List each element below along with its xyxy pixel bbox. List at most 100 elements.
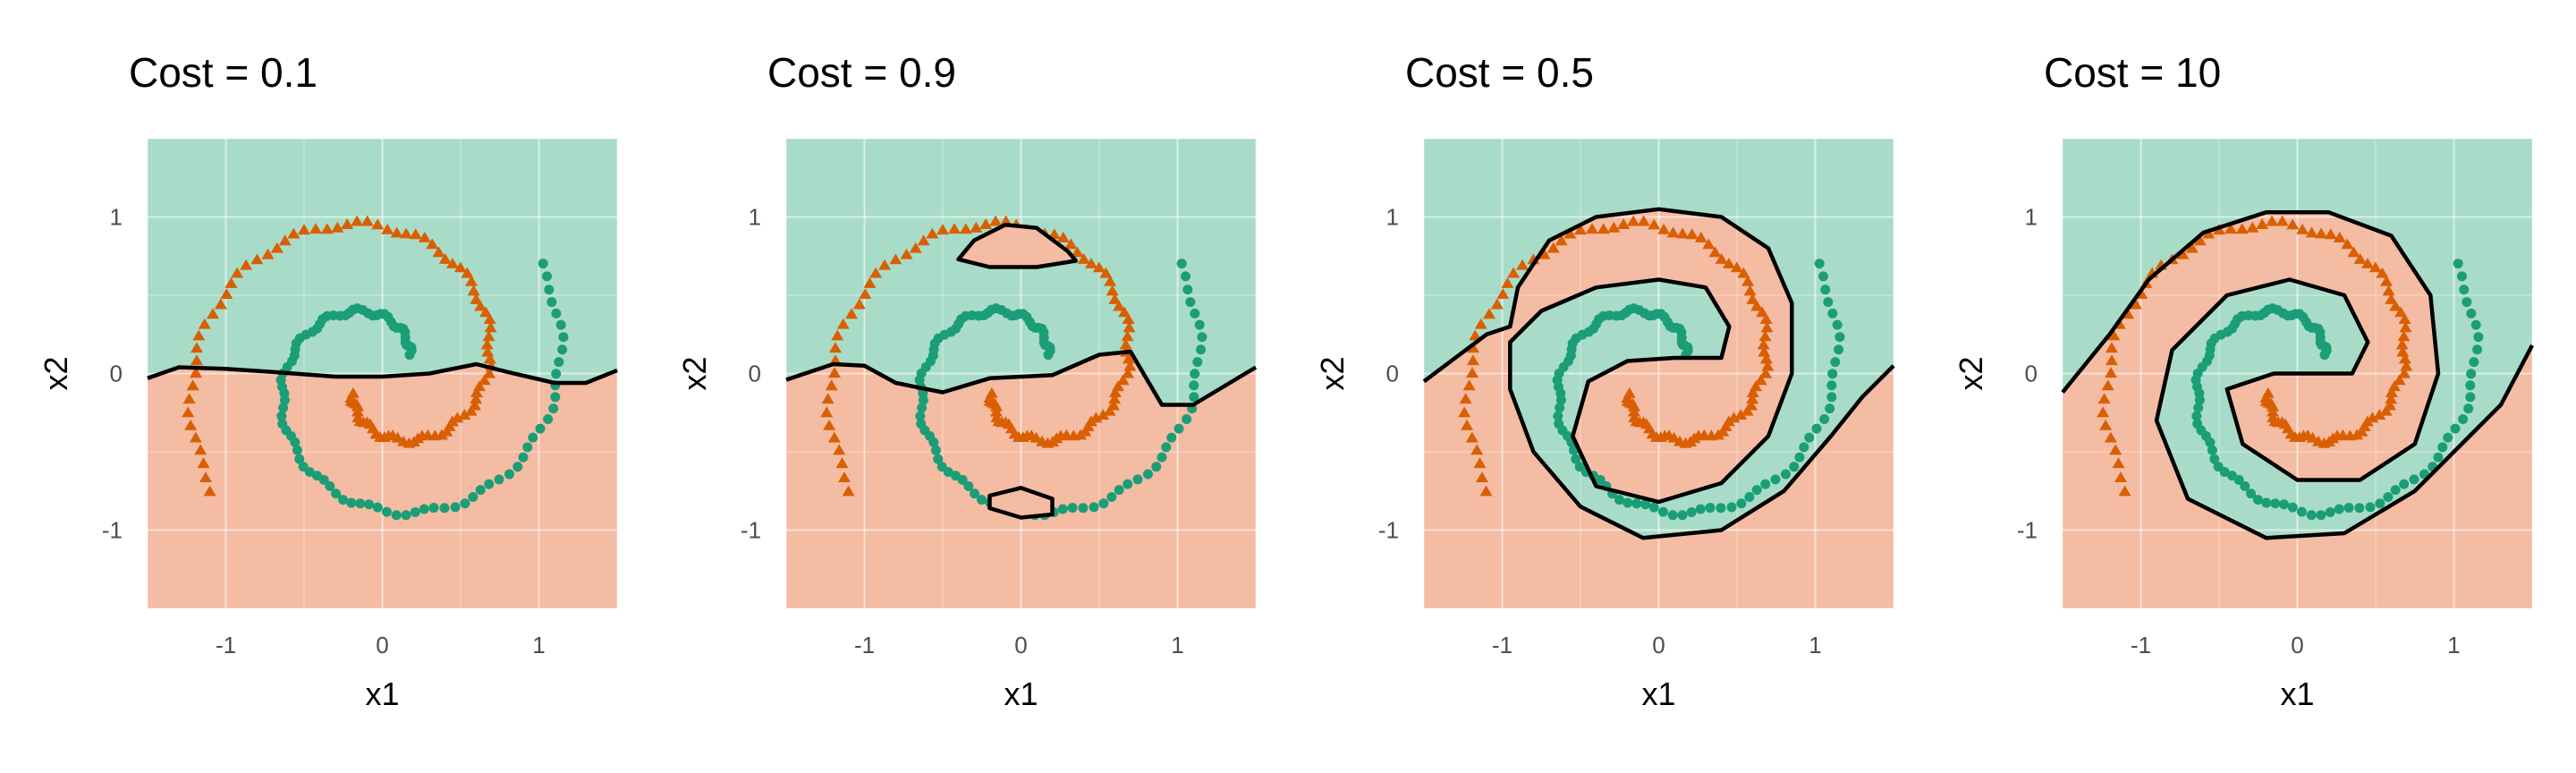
point-triangle: [478, 374, 491, 386]
point-circle: [548, 403, 559, 414]
point-circle: [928, 437, 939, 447]
point-triangle: [390, 226, 403, 238]
point-triangle: [320, 223, 334, 234]
point-triangle: [1737, 267, 1750, 278]
point-triangle: [2379, 404, 2393, 416]
y-tick-label: 0: [749, 361, 761, 387]
point-circle: [2383, 492, 2394, 503]
point-triangle: [2360, 258, 2374, 268]
point-triangle: [2347, 246, 2360, 258]
point-circle: [428, 503, 439, 514]
point-circle: [1180, 271, 1191, 282]
point-circle: [504, 469, 514, 480]
point-triangle: [1071, 246, 1084, 258]
point-circle: [1789, 462, 1800, 472]
series-class-b: [820, 215, 1137, 497]
point-circle: [550, 392, 561, 403]
point-triangle: [837, 471, 851, 482]
point-triangle: [481, 345, 495, 357]
point-circle: [976, 495, 987, 505]
point-triangle: [467, 285, 480, 296]
point-triangle: [947, 223, 961, 234]
point-triangle: [2246, 221, 2259, 233]
point-circle: [2252, 495, 2263, 505]
point-triangle: [351, 215, 364, 226]
point-triangle: [869, 267, 883, 278]
x-tick-label: 0: [2291, 632, 2303, 658]
point-circle: [1057, 504, 1068, 514]
point-circle: [331, 488, 342, 499]
point-circle: [513, 462, 523, 472]
point-triangle: [214, 298, 227, 310]
point-triangle: [2333, 231, 2346, 242]
point-triangle: [1116, 374, 1130, 386]
point-circle: [401, 510, 411, 521]
point-triangle: [2396, 345, 2410, 357]
point-triangle: [835, 457, 849, 469]
point-triangle: [2376, 267, 2389, 278]
point-circle: [318, 474, 329, 485]
point-circle: [1780, 469, 1791, 480]
point-circle: [917, 403, 928, 413]
point-triangle: [1113, 300, 1126, 311]
point-circle: [1553, 411, 1563, 421]
point-circle: [2334, 504, 2344, 514]
x-tick-label: 1: [2447, 632, 2460, 658]
point-triangle: [2382, 285, 2395, 296]
point-triangle: [926, 227, 939, 239]
panel-title: Cost = 0.5: [1405, 49, 1594, 96]
point-circle: [970, 488, 980, 499]
point-circle: [1595, 474, 1606, 485]
point-triangle: [909, 242, 922, 253]
point-circle: [1648, 502, 1659, 513]
point-triangle: [1760, 321, 1774, 333]
point-circle: [1814, 259, 1825, 269]
point-triangle: [184, 419, 198, 430]
point-triangle: [1084, 258, 1097, 268]
point-triangle: [309, 223, 322, 234]
point-circle: [1818, 271, 1828, 282]
point-circle: [1166, 432, 1177, 443]
point-triangle: [270, 242, 284, 253]
point-circle: [468, 492, 479, 503]
point-triangle: [465, 275, 479, 286]
point-circle: [2261, 497, 2272, 508]
point-triangle: [889, 253, 902, 265]
point-circle: [381, 506, 392, 517]
point-triangle: [182, 393, 196, 404]
point-triangle: [1627, 215, 1640, 226]
point-triangle: [1123, 360, 1137, 371]
point-triangle: [1108, 293, 1122, 304]
point-triangle: [1573, 224, 1587, 235]
point-circle: [2459, 285, 2470, 295]
point-triangle: [1466, 354, 1479, 366]
point-circle: [2246, 488, 2257, 499]
point-triangle: [1077, 252, 1090, 264]
point-triangle: [1702, 238, 1716, 250]
point-circle: [2465, 392, 2476, 403]
point-triangle: [2099, 419, 2113, 430]
point-triangle: [2395, 338, 2409, 350]
point-triangle: [458, 409, 471, 420]
y-tick-label: -1: [2017, 517, 2038, 544]
series-class-a: [1552, 259, 1845, 521]
point-circle: [1161, 442, 1172, 453]
point-circle: [1571, 454, 1581, 464]
point-triangle: [1473, 457, 1487, 469]
point-triangle: [1459, 393, 1472, 404]
point-triangle: [1597, 223, 1610, 234]
point-triangle: [1722, 258, 1735, 268]
point-circle: [1827, 308, 1838, 319]
point-triangle: [2393, 374, 2406, 386]
point-triangle: [1757, 338, 1770, 350]
point-triangle: [970, 221, 983, 233]
point-triangle: [1490, 298, 1504, 310]
point-circle: [1819, 414, 1830, 425]
point-triangle: [1106, 399, 1120, 411]
point-triangle: [194, 444, 208, 455]
panel-cost-10: Cost = 10 -1 0 1 -1 0 1 x1 x2: [1915, 0, 2559, 773]
point-circle: [2325, 507, 2335, 518]
point-triangle: [2397, 330, 2411, 342]
point-circle: [2453, 259, 2463, 269]
point-triangle: [203, 485, 216, 497]
